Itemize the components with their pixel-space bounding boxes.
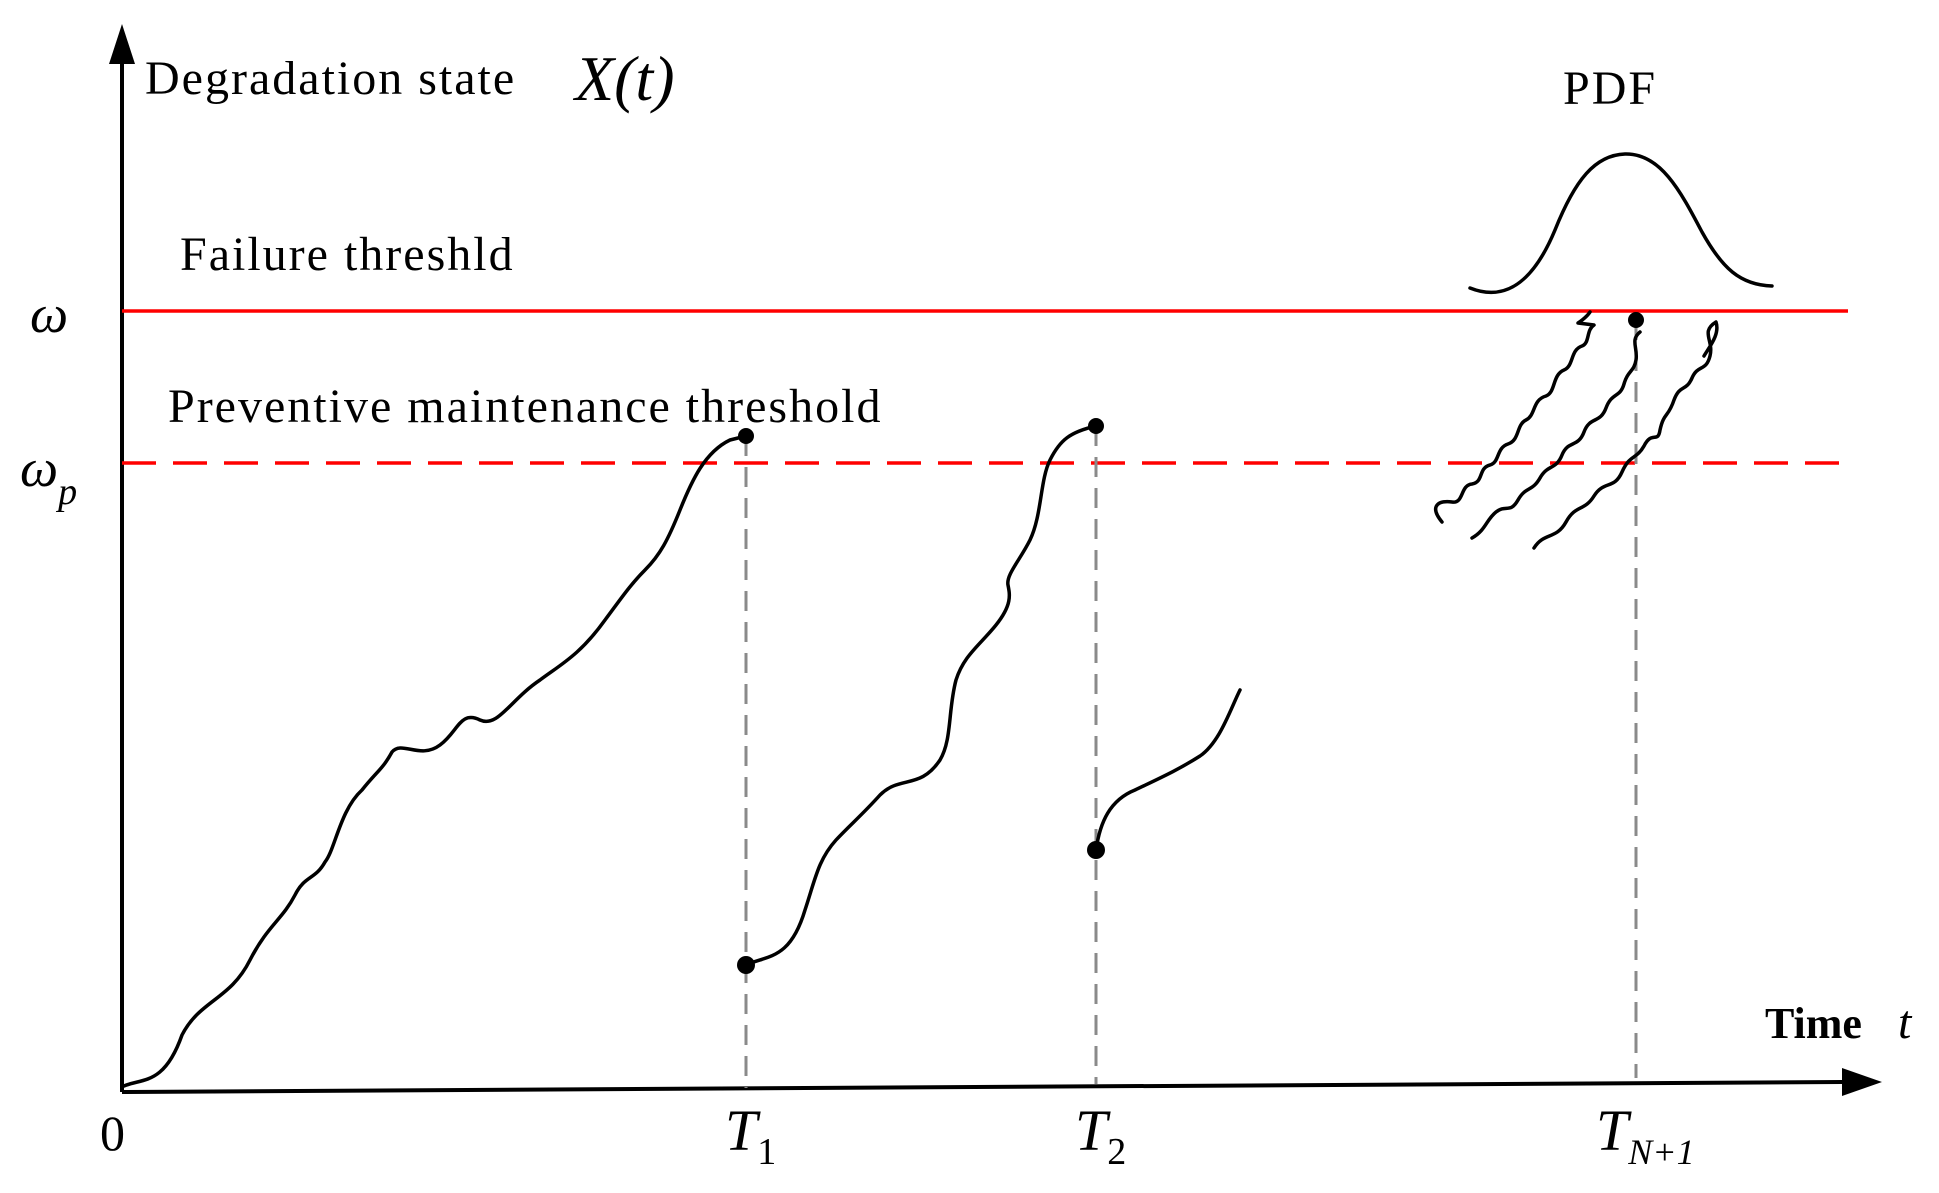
t2-reset-point [1087, 841, 1105, 859]
degradation-path-3 [1094, 688, 1242, 852]
y-axis-label: Degradation state [145, 52, 516, 105]
pdf-curve [1468, 152, 1774, 295]
tn1-failure-point [1628, 312, 1644, 328]
t2-label: T2 [1075, 1098, 1126, 1173]
tn1-subscript: N+1 [1627, 1132, 1694, 1172]
predicted-path-2 [1470, 330, 1642, 540]
failure-threshold-label: Failure threshld [180, 228, 515, 281]
pm-threshold-label: Preventive maintenance threshold [168, 380, 882, 433]
degradation-path-1 [122, 434, 748, 1088]
predicted-path-3 [1532, 320, 1719, 550]
degradation-path-2 [744, 424, 1098, 967]
y-axis-arrow [109, 24, 135, 64]
pdf-label: PDF [1563, 62, 1657, 115]
t1-reset-point [737, 956, 755, 974]
x-axis [121, 1080, 1843, 1094]
tn1-label: TN+1 [1596, 1098, 1695, 1172]
t1-threshold-point [738, 428, 754, 444]
pm-threshold-symbol: ωp [20, 438, 77, 513]
t2-subscript: 2 [1107, 1131, 1126, 1173]
t1-subscript: 1 [757, 1131, 776, 1173]
failure-threshold-symbol: ω [30, 284, 68, 344]
t1-label: T1 [725, 1098, 776, 1173]
origin-label: 0 [100, 1105, 125, 1161]
t2-threshold-point [1088, 418, 1104, 434]
pm-threshold-subscript: p [55, 471, 77, 513]
y-axis-symbol: X(t) [572, 43, 675, 114]
predicted-path-1 [1434, 310, 1596, 524]
x-axis-symbol: t [1898, 996, 1913, 1049]
x-axis-label: Time [1765, 999, 1862, 1048]
x-axis-arrow [1842, 1068, 1882, 1096]
